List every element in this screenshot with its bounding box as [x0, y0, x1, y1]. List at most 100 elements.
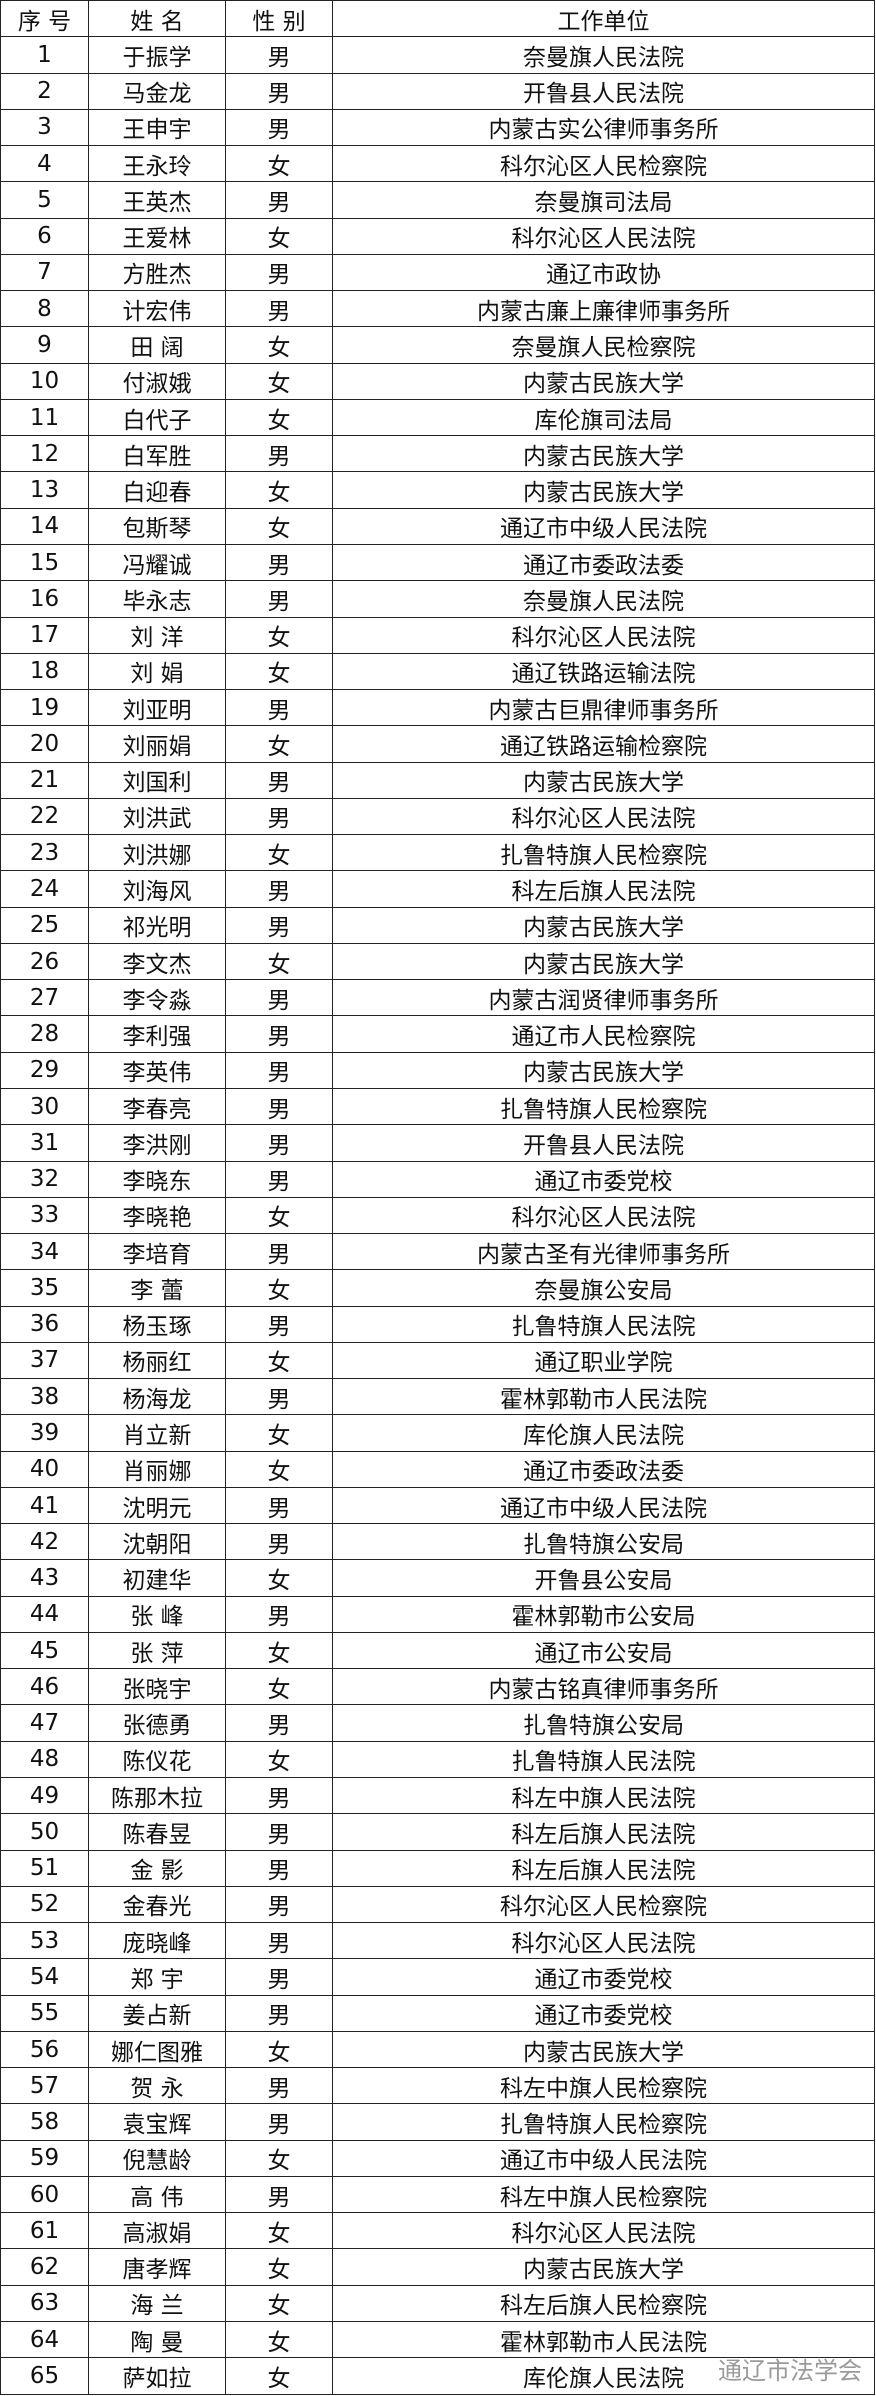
table-row: 63 海 兰女科左后旗人民检察院	[0, 2284, 875, 2323]
gender-cell: 男	[225, 1777, 333, 1815]
index-cell: 3	[0, 108, 89, 147]
gender-cell: 女	[225, 652, 333, 691]
unit-cell: 奈曼旗人民法院	[332, 580, 875, 618]
gender-cell: 男	[225, 1233, 333, 1271]
name-cell: 李晓东	[88, 1160, 226, 1198]
unit-cell: 通辽市公安局	[332, 1631, 875, 1670]
name-cell: 马金龙	[88, 72, 226, 110]
table-row: 15 冯耀诚男通辽市委政法委	[0, 543, 875, 582]
table-row: 30 李春亮男扎鲁特旗人民检察院	[0, 1087, 875, 1126]
index-cell: 14	[0, 507, 89, 545]
name-cell: 王永玲	[88, 145, 226, 183]
index-cell: 26	[0, 942, 89, 981]
index-cell: 61	[0, 2212, 89, 2250]
name-cell: 刘洪娜	[88, 834, 226, 872]
gender-cell: 女	[225, 1414, 333, 1452]
table-row: 3 王申宇男内蒙古实公律师事务所	[0, 108, 875, 147]
unit-cell: 扎鲁特旗人民法院	[332, 1305, 875, 1343]
index-cell: 30	[0, 1087, 89, 1126]
unit-cell: 内蒙古铭真律师事务所	[332, 1668, 875, 1706]
table-row: 48 陈仪花女扎鲁特旗人民法院	[0, 1740, 875, 1779]
gender-cell: 女	[225, 1668, 333, 1706]
name-cell: 杨玉琢	[88, 1305, 226, 1343]
header-cell: 工作单位	[332, 0, 875, 38]
table-row: 53 庞晓峰男科尔沁区人民法院	[0, 1922, 875, 1960]
table-row: 43 初建华女开鲁县公安局	[0, 1559, 875, 1597]
index-cell: 45	[0, 1631, 89, 1670]
unit-cell: 通辽市委政法委	[332, 543, 875, 582]
unit-cell: 库伦旗人民法院	[332, 2357, 875, 2395]
name-cell: 于振学	[88, 36, 226, 74]
name-cell: 李文杰	[88, 942, 226, 981]
unit-cell: 通辽铁路运输法院	[332, 652, 875, 691]
name-cell: 肖丽娜	[88, 1450, 226, 1488]
unit-cell: 开鲁县人民法院	[332, 72, 875, 110]
index-cell: 10	[0, 362, 89, 400]
gender-cell: 女	[225, 1341, 333, 1380]
name-cell: 刘 娟	[88, 652, 226, 691]
unit-cell: 内蒙古民族大学	[332, 761, 875, 799]
name-cell: 庞晓峰	[88, 1922, 226, 1960]
table-row: 8 计宏伟男内蒙古廉上廉律师事务所	[0, 290, 875, 328]
name-cell: 白军胜	[88, 435, 226, 473]
name-cell: 张 萍	[88, 1631, 226, 1670]
name-cell: 高 伟	[88, 2175, 226, 2214]
index-cell: 8	[0, 290, 89, 328]
table-row: 56 娜仁图雅女内蒙古民族大学	[0, 2030, 875, 2069]
name-cell: 杨丽红	[88, 1341, 226, 1380]
gender-cell: 男	[225, 181, 333, 219]
name-cell: 袁宝辉	[88, 2103, 226, 2141]
index-cell: 25	[0, 906, 89, 944]
index-cell: 53	[0, 1922, 89, 1960]
index-cell: 16	[0, 580, 89, 618]
gender-cell: 男	[225, 1124, 333, 1162]
index-cell: 57	[0, 2067, 89, 2105]
gender-cell: 男	[225, 580, 333, 618]
index-cell: 7	[0, 253, 89, 292]
gender-cell: 男	[225, 2067, 333, 2105]
table-row: 54 郑 宇男通辽市委党校	[0, 1958, 875, 1996]
index-cell: 19	[0, 689, 89, 727]
name-cell: 陈春昱	[88, 1813, 226, 1851]
gender-cell: 男	[225, 1849, 333, 1887]
unit-cell: 奈曼旗公安局	[332, 1269, 875, 1307]
unit-cell: 通辽铁路运输检察院	[332, 725, 875, 763]
index-cell: 18	[0, 652, 89, 691]
gender-cell: 女	[225, 145, 333, 183]
name-cell: 杨海龙	[88, 1378, 226, 1416]
index-cell: 20	[0, 725, 89, 763]
index-cell: 31	[0, 1124, 89, 1162]
gender-cell: 女	[225, 1269, 333, 1307]
name-cell: 刘洪武	[88, 797, 226, 836]
gender-cell: 男	[225, 435, 333, 473]
name-cell: 田 阔	[88, 326, 226, 364]
table-row: 4 王永玲女科尔沁区人民检察院	[0, 145, 875, 183]
name-cell: 张德勇	[88, 1704, 226, 1742]
table-row: 59 倪慧龄女通辽市中级人民法院	[0, 2139, 875, 2177]
index-cell: 55	[0, 1994, 89, 2032]
index-cell: 24	[0, 870, 89, 908]
table-row: 39 肖立新女库伦旗人民法院	[0, 1414, 875, 1452]
table-row: 1 于振学男奈曼旗人民法院	[0, 36, 875, 74]
index-cell: 49	[0, 1777, 89, 1815]
unit-cell: 科尔沁区人民法院	[332, 1922, 875, 1960]
gender-cell: 男	[225, 1523, 333, 1561]
table-row: 10 付淑娥女内蒙古民族大学	[0, 362, 875, 400]
unit-cell: 科左后旗人民法院	[332, 870, 875, 908]
table-row: 51 金 影男科左后旗人民法院	[0, 1849, 875, 1887]
index-cell: 13	[0, 471, 89, 509]
unit-cell: 科左后旗人民法院	[332, 1813, 875, 1851]
name-cell: 海 兰	[88, 2284, 226, 2323]
name-cell: 白代子	[88, 398, 226, 437]
table-row: 64 陶 曼女霍林郭勒市人民法院	[0, 2320, 875, 2359]
gender-cell: 男	[225, 1958, 333, 1996]
name-cell: 肖立新	[88, 1414, 226, 1452]
unit-cell: 内蒙古民族大学	[332, 942, 875, 981]
gender-cell: 男	[225, 290, 333, 328]
name-cell: 唐孝辉	[88, 2248, 226, 2286]
unit-cell: 内蒙古巨鼎律师事务所	[332, 689, 875, 727]
table-row: 33 李晓艳女科尔沁区人民法院	[0, 1196, 875, 1235]
gender-cell: 女	[225, 1450, 333, 1488]
gender-cell: 男	[225, 108, 333, 147]
index-cell: 56	[0, 2030, 89, 2069]
